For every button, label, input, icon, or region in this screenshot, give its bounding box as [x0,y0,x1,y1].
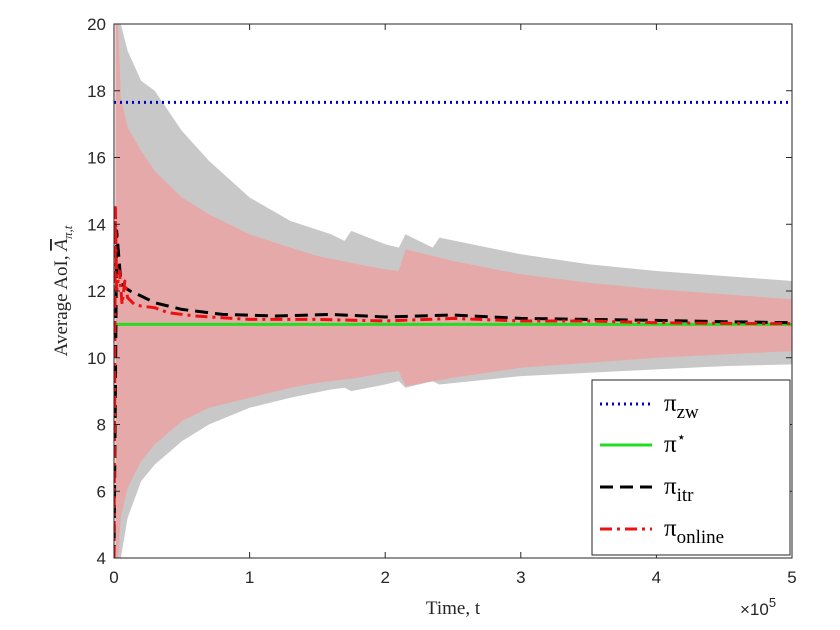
y-tick-label-1: 6 [97,482,106,501]
x-axis-label: Time, t [426,598,481,619]
y-tick-label-5: 14 [87,215,106,234]
legend-label-1: πzw [664,390,699,423]
legend-label-3: πitr [664,473,694,506]
y-axis-label: Average AoI, Aπ,t [51,225,75,356]
y-tick-label-8: 20 [87,15,106,34]
y-tick-label-2: 8 [97,416,106,435]
x-axis-exponent: ×105 [740,595,776,619]
x-tick-label-1: 1 [245,568,254,587]
confidence-bands [115,24,792,558]
legend: πzw π⋆ πitr πonline [591,379,791,556]
y-tick-label-0: 4 [97,549,106,568]
x-tick-label-5: 5 [787,568,796,587]
x-tick-label-2: 2 [380,568,389,587]
legend-label-4: πonline [664,515,724,548]
y-tick-label-6: 16 [87,149,106,168]
x-tick-label-0: 0 [109,568,118,587]
y-tick-label-4: 12 [87,282,106,301]
legend-label-2: π⋆ [664,430,686,458]
band-2 [115,24,792,558]
x-tick-label-3: 3 [516,568,525,587]
legend-box [591,379,791,556]
x-tick-label-4: 4 [652,568,661,587]
y-tick-label-7: 18 [87,82,106,101]
series-line-4 [114,206,792,558]
y-tick-label-3: 10 [87,349,106,368]
series-lines [114,100,792,558]
